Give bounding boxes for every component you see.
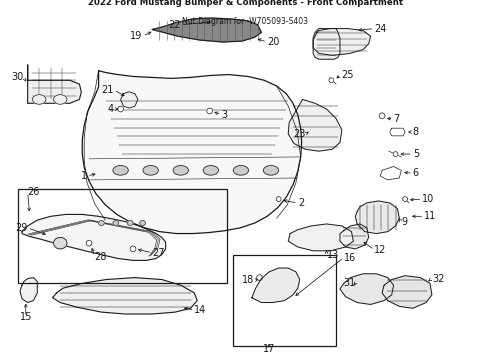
Polygon shape	[152, 18, 261, 42]
Circle shape	[393, 152, 398, 157]
Circle shape	[118, 106, 123, 112]
Text: 23: 23	[293, 129, 305, 139]
Polygon shape	[288, 99, 342, 151]
Circle shape	[86, 240, 92, 246]
Polygon shape	[20, 278, 37, 302]
Ellipse shape	[140, 221, 146, 225]
Circle shape	[257, 275, 262, 280]
Text: 26: 26	[27, 187, 40, 197]
Text: 3: 3	[221, 110, 227, 120]
Text: 21: 21	[101, 85, 114, 95]
Text: 27: 27	[152, 248, 165, 258]
Text: 31: 31	[343, 278, 355, 288]
Text: 13: 13	[326, 249, 339, 260]
Text: 15: 15	[20, 312, 32, 322]
Circle shape	[403, 197, 408, 202]
Polygon shape	[252, 268, 300, 302]
Text: 14: 14	[195, 305, 207, 315]
Text: 18: 18	[242, 275, 254, 285]
Text: 5: 5	[413, 149, 419, 159]
Text: 22: 22	[169, 20, 181, 30]
Text: 2022 Ford Mustang Bumper & Components - Front Compartment: 2022 Ford Mustang Bumper & Components - …	[88, 0, 403, 8]
Circle shape	[379, 113, 385, 118]
Text: 6: 6	[413, 168, 419, 178]
Ellipse shape	[98, 221, 104, 225]
Text: 11: 11	[424, 211, 437, 221]
Text: 20: 20	[267, 37, 279, 47]
Text: 17: 17	[263, 343, 275, 354]
Text: 16: 16	[344, 252, 356, 262]
Ellipse shape	[127, 221, 133, 225]
Ellipse shape	[233, 166, 248, 175]
Polygon shape	[22, 215, 166, 260]
Polygon shape	[288, 224, 353, 251]
Polygon shape	[52, 278, 197, 314]
Text: 28: 28	[95, 252, 107, 262]
Ellipse shape	[203, 166, 219, 175]
Text: 7: 7	[393, 114, 400, 123]
Ellipse shape	[173, 166, 189, 175]
Text: 25: 25	[341, 69, 353, 80]
Bar	[18, 189, 227, 283]
Polygon shape	[82, 71, 302, 234]
Text: 30: 30	[12, 72, 24, 82]
Text: 1: 1	[81, 171, 87, 181]
Circle shape	[329, 78, 334, 83]
Text: 4: 4	[108, 104, 114, 114]
Polygon shape	[27, 65, 81, 103]
Ellipse shape	[113, 166, 128, 175]
Polygon shape	[121, 92, 138, 108]
Text: 29: 29	[15, 223, 27, 233]
Circle shape	[276, 197, 281, 202]
Circle shape	[207, 108, 213, 114]
Text: Nut Diagram for -W705093-S403: Nut Diagram for -W705093-S403	[182, 17, 308, 26]
Polygon shape	[313, 28, 340, 59]
Polygon shape	[340, 274, 393, 305]
Ellipse shape	[32, 95, 46, 104]
Polygon shape	[355, 201, 399, 234]
Ellipse shape	[143, 166, 158, 175]
Polygon shape	[313, 28, 370, 55]
Text: 12: 12	[374, 245, 387, 255]
Text: 10: 10	[422, 194, 435, 204]
Text: 24: 24	[374, 23, 387, 33]
Ellipse shape	[53, 237, 67, 249]
Circle shape	[130, 246, 136, 252]
Bar	[233, 255, 336, 346]
Text: 32: 32	[432, 274, 444, 284]
Polygon shape	[382, 276, 432, 308]
Text: 19: 19	[130, 31, 143, 41]
Polygon shape	[340, 224, 368, 249]
Ellipse shape	[113, 221, 119, 225]
Text: 9: 9	[401, 217, 407, 227]
Text: 2: 2	[298, 198, 304, 208]
Text: 8: 8	[413, 127, 419, 137]
Ellipse shape	[53, 95, 67, 104]
Ellipse shape	[263, 166, 279, 175]
